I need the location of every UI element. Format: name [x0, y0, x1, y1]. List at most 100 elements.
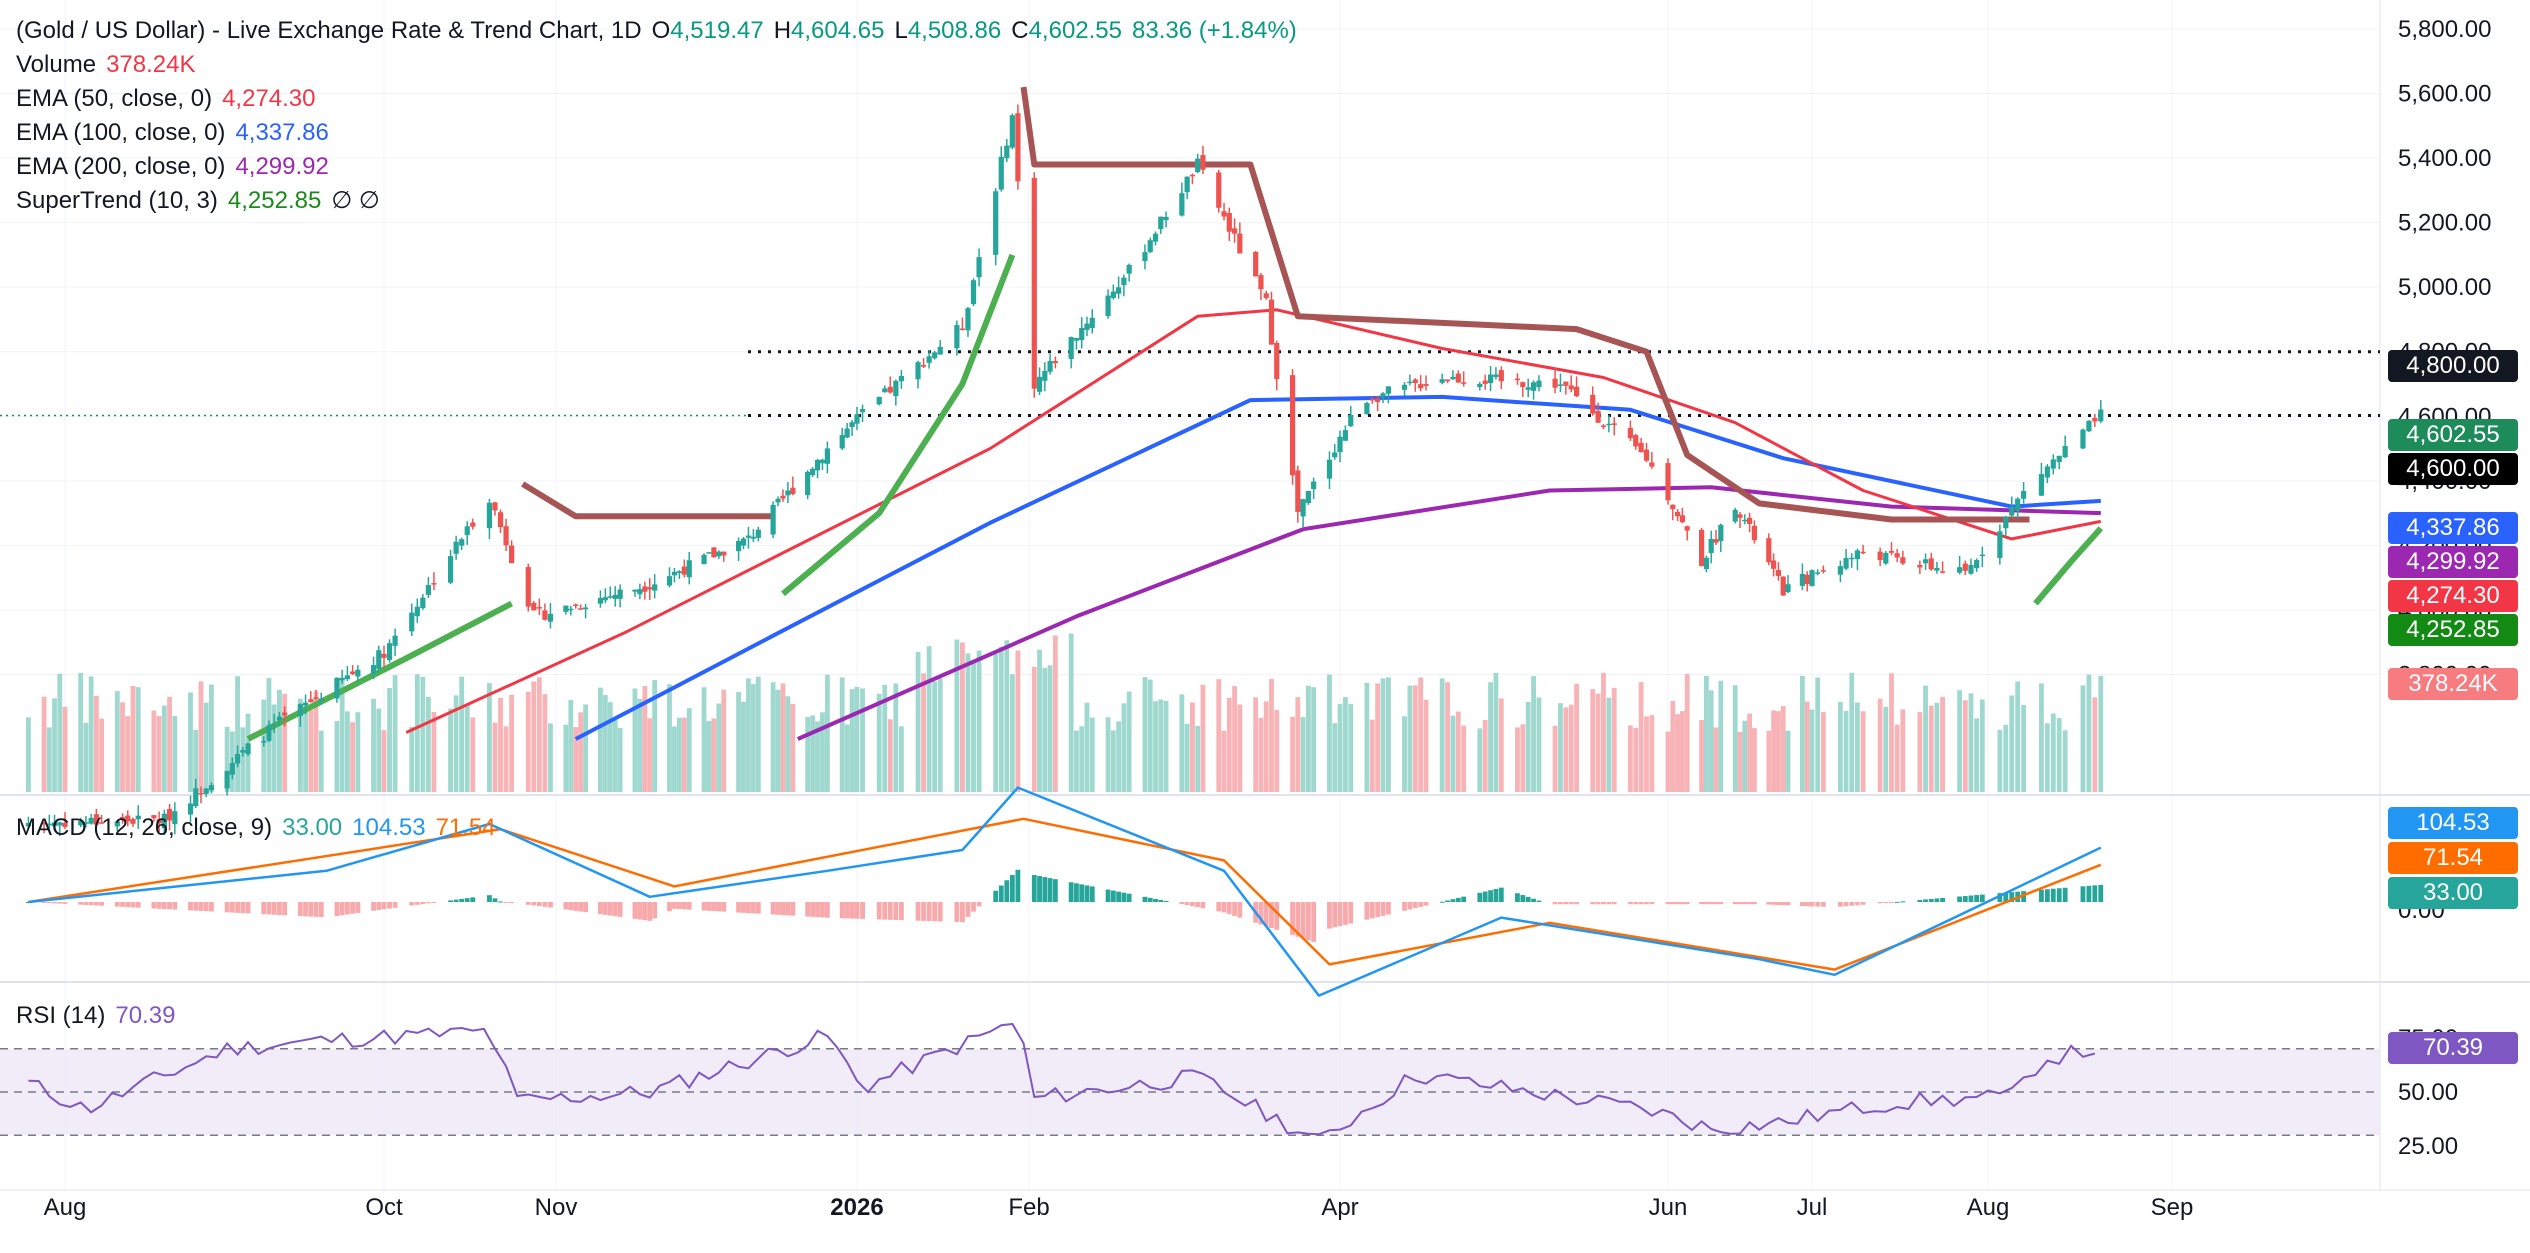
macd-hist-bar	[125, 902, 131, 908]
volume-bar	[172, 716, 178, 792]
candlesticks	[25, 104, 2104, 837]
candle-body	[1216, 172, 1222, 208]
price-tick: 5,200.00	[2398, 210, 2491, 237]
volume-bar	[672, 726, 677, 792]
macd-hist-bar	[350, 902, 356, 914]
macd-hist-bar	[1110, 890, 1116, 902]
candle-body	[1036, 376, 1043, 392]
candle-body	[41, 822, 47, 825]
candle-body	[1184, 176, 1190, 193]
candle-body	[1968, 564, 1974, 574]
macd-hist-bar	[93, 902, 99, 906]
volume-bar	[498, 697, 503, 792]
tag-hist: 33.00	[2388, 877, 2518, 909]
candle-body	[1675, 511, 1681, 517]
time-tick-1: Oct	[365, 1194, 403, 1221]
candle-body	[1461, 382, 1467, 384]
macd-hist-bar	[1179, 902, 1185, 905]
volume-bar	[2015, 681, 2021, 792]
volume-bar	[1785, 730, 1791, 792]
volume-bar	[1558, 703, 1563, 792]
volume-bar	[637, 699, 643, 792]
macd-hist-bar	[414, 902, 420, 905]
macd-label: MACD (12, 26, close, 9)	[16, 814, 273, 841]
macd-hist-bar	[193, 902, 199, 911]
macd-hist-bar	[188, 902, 193, 911]
supertrend-up-line	[781, 253, 1016, 597]
volume-bar	[1940, 696, 1945, 792]
ema100-value: 4,337.86	[235, 119, 329, 146]
macd-hist-bar	[583, 902, 589, 913]
volume-bar	[583, 704, 589, 792]
volume-bar	[1860, 711, 1866, 792]
candle-body	[652, 584, 658, 591]
macd-hist-bar	[1147, 897, 1153, 902]
volume-bar	[1147, 679, 1153, 792]
candle-body	[849, 422, 855, 428]
candle-body	[976, 257, 982, 278]
time-tick-4: Feb	[1008, 1194, 1049, 1221]
volume-bar	[1232, 685, 1237, 792]
volume-bar	[1269, 678, 1274, 792]
candle-body	[735, 540, 742, 552]
volume-bar	[453, 695, 459, 792]
candle-body	[926, 356, 932, 363]
candle-body	[1699, 529, 1705, 566]
macd-hist-bar	[542, 902, 548, 907]
volume-bar	[1163, 700, 1169, 792]
candle-body	[819, 459, 826, 464]
volume-bar	[1752, 728, 1757, 792]
candle-body	[1380, 393, 1386, 398]
signal-line	[28, 817, 2102, 971]
macd-hist-bar	[344, 902, 350, 915]
candle-body	[1073, 337, 1080, 341]
open-value: 4,519.47	[670, 17, 764, 44]
volume-bar	[381, 730, 387, 792]
volume-bar	[459, 676, 465, 792]
tag-signal: 71.54	[2388, 842, 2518, 874]
candle-body	[1934, 567, 1940, 571]
macd-hist-bar	[1785, 902, 1791, 906]
macd-hist-bar	[887, 902, 893, 920]
candle-body	[135, 815, 141, 820]
volume-bar	[193, 729, 199, 792]
macd-hist-bar	[578, 902, 584, 912]
volume-bar	[1606, 697, 1612, 792]
macd-hist-bar	[1684, 902, 1690, 905]
candle-body	[1536, 380, 1542, 388]
macd-hist-bar	[1375, 902, 1381, 918]
macd-hist-bar	[135, 902, 141, 908]
volume-bar	[750, 684, 756, 792]
candle-body	[716, 551, 722, 557]
candle-body	[1105, 295, 1111, 317]
macd-hist-bar	[1263, 902, 1269, 927]
macd-hist-bar	[824, 902, 830, 918]
volume-bar	[1815, 677, 1821, 792]
macd-hist-bar	[1574, 902, 1579, 905]
macd-hist-bar	[2098, 884, 2104, 902]
candle-body	[414, 606, 420, 617]
macd-hist-bar	[1670, 902, 1676, 905]
tag-ema50: 4,274.30	[2388, 580, 2518, 612]
volume-bar	[224, 726, 230, 792]
high-value: 4,604.65	[791, 17, 885, 44]
macd-hist-bar	[1752, 902, 1757, 905]
volume-label: Volume	[16, 51, 97, 78]
candle-body	[245, 743, 251, 755]
macd-hist-bar	[1047, 878, 1053, 902]
macd-hist-bar	[1232, 902, 1237, 916]
macd-hist-bar	[313, 902, 319, 917]
candle-body	[1009, 115, 1015, 148]
macd-hist-bar	[282, 902, 288, 916]
candle-body	[1493, 374, 1499, 377]
macd-hist-bar	[1601, 902, 1606, 905]
volume-bar	[1158, 699, 1164, 792]
candle-body	[2056, 455, 2062, 463]
volume-bar	[448, 708, 453, 792]
macd-hist-bar	[1142, 896, 1148, 902]
low-value: 4,508.86	[907, 17, 1002, 44]
candle-body	[2092, 417, 2098, 422]
volume-bar	[854, 686, 860, 792]
macd-hist-bar	[860, 902, 865, 919]
